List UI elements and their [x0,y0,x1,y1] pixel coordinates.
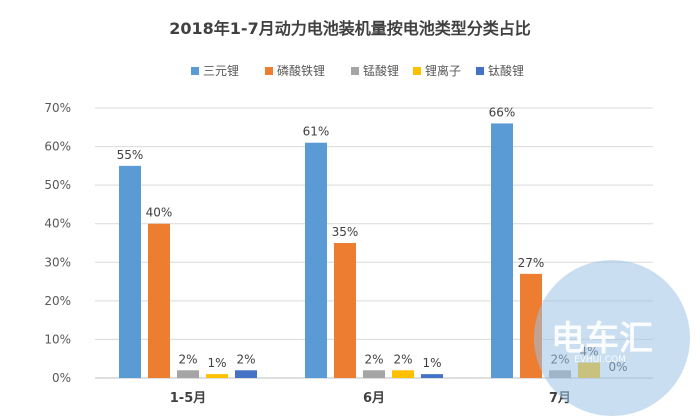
y-tick-label: 40% [44,217,71,231]
x-category-label: 6月 [363,391,385,406]
y-tick-label: 10% [44,332,71,346]
data-label: 2% [178,352,197,366]
data-label: 2% [236,352,255,366]
data-label: 61% [303,125,330,139]
data-label: 35% [332,225,359,239]
watermark-text: 电车汇 [551,319,653,359]
y-tick-label: 20% [44,294,71,308]
x-axis: 1-5月 6月 7月 [170,391,571,406]
chart-title: 2018年1-7月动力电池装机量按电池类型分类占比 [169,19,530,38]
legend-label: 磷酸铁锂 [277,63,325,78]
data-label: 27% [518,256,545,270]
watermark-circle [534,260,690,416]
legend-swatch [476,67,484,75]
legend-swatch [265,67,273,75]
y-tick-label: 30% [44,255,71,269]
legend-swatch [351,67,359,75]
legend-label: 锂离子 [425,63,461,78]
data-label: 1% [422,356,441,370]
bar [392,370,414,378]
legend-swatch [191,67,199,75]
bar [334,243,356,378]
y-tick-label: 0% [52,371,71,385]
bar [206,374,228,378]
bar [177,370,199,378]
x-category-label: 1-5月 [170,391,207,406]
bars: 55%40%2%1%2%61%35%2%2%1%66%27%2%4%0% [117,105,628,378]
data-label: 2% [364,352,383,366]
data-label: 40% [146,206,173,220]
legend-label: 三元锂 [203,63,239,78]
legend: 三元锂 磷酸铁锂 锰酸锂 锂离子 钛酸锂 [191,63,524,78]
y-tick-label: 70% [44,101,71,115]
legend-label: 钛酸锂 [488,63,524,78]
watermark-subtext: EVHUI.COM [574,355,626,365]
bar [491,123,513,378]
y-axis: 0% 10% 20% 30% 40% 50% 60% 70% [44,101,71,385]
data-label: 1% [207,356,226,370]
data-label: 2% [393,352,412,366]
legend-label: 锰酸锂 [363,63,399,78]
bar [148,223,170,378]
bar [421,374,443,378]
bar [235,370,257,378]
bar [119,165,141,378]
legend-swatch [413,67,421,75]
y-tick-label: 60% [44,140,71,154]
data-label: 66% [489,105,516,119]
data-label: 55% [117,148,144,162]
watermark: 电车汇 EVHUI.COM [534,260,690,416]
bar [305,142,327,378]
y-tick-label: 50% [44,178,71,192]
bar [363,370,385,378]
